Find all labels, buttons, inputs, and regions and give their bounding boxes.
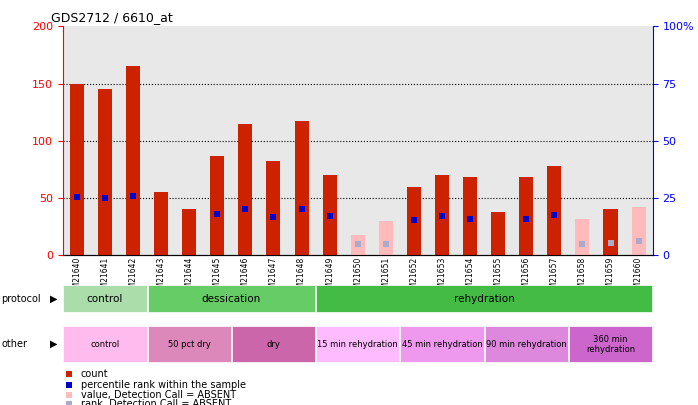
- Bar: [126, 66, 140, 255]
- Text: 45 min rehydration: 45 min rehydration: [401, 340, 482, 349]
- Bar: [322, 175, 336, 255]
- Bar: [604, 209, 618, 255]
- Text: count: count: [80, 369, 108, 379]
- Bar: [484, 326, 567, 362]
- Bar: [632, 207, 646, 255]
- Bar: [575, 219, 589, 255]
- Bar: [182, 209, 196, 255]
- Bar: [154, 192, 168, 255]
- Text: ▶: ▶: [50, 294, 57, 304]
- Bar: [407, 186, 421, 255]
- Bar: [232, 326, 315, 362]
- Text: ▶: ▶: [50, 339, 57, 349]
- Text: 360 min
rehydration: 360 min rehydration: [586, 335, 635, 354]
- Text: value, Detection Call = ABSENT: value, Detection Call = ABSENT: [80, 390, 236, 400]
- Text: percentile rank within the sample: percentile rank within the sample: [80, 380, 246, 390]
- Bar: [463, 177, 477, 255]
- Bar: [295, 121, 309, 255]
- Text: 50 pct dry: 50 pct dry: [168, 340, 211, 349]
- Text: control: control: [90, 340, 119, 349]
- Bar: [569, 326, 652, 362]
- Bar: [379, 221, 393, 255]
- Text: GDS2712 / 6610_at: GDS2712 / 6610_at: [51, 11, 173, 24]
- Bar: [491, 212, 505, 255]
- Bar: [148, 326, 231, 362]
- Text: 90 min rehydration: 90 min rehydration: [486, 340, 567, 349]
- Text: 15 min rehydration: 15 min rehydration: [318, 340, 398, 349]
- Bar: [238, 124, 253, 255]
- Bar: [210, 156, 224, 255]
- Text: rehydration: rehydration: [454, 294, 514, 304]
- Bar: [350, 234, 365, 255]
- Text: rank, Detection Call = ABSENT: rank, Detection Call = ABSENT: [80, 399, 231, 405]
- Text: protocol: protocol: [1, 294, 41, 304]
- Text: other: other: [1, 339, 27, 349]
- Bar: [267, 161, 281, 255]
- Bar: [316, 285, 652, 312]
- Bar: [401, 326, 484, 362]
- Bar: [64, 326, 147, 362]
- Bar: [148, 285, 315, 312]
- Text: control: control: [87, 294, 123, 304]
- Text: dessication: dessication: [202, 294, 261, 304]
- Text: dry: dry: [267, 340, 281, 349]
- Bar: [547, 166, 561, 255]
- Bar: [316, 326, 399, 362]
- Bar: [70, 83, 84, 255]
- Bar: [64, 285, 147, 312]
- Bar: [435, 175, 449, 255]
- Bar: [519, 177, 533, 255]
- Bar: [98, 89, 112, 255]
